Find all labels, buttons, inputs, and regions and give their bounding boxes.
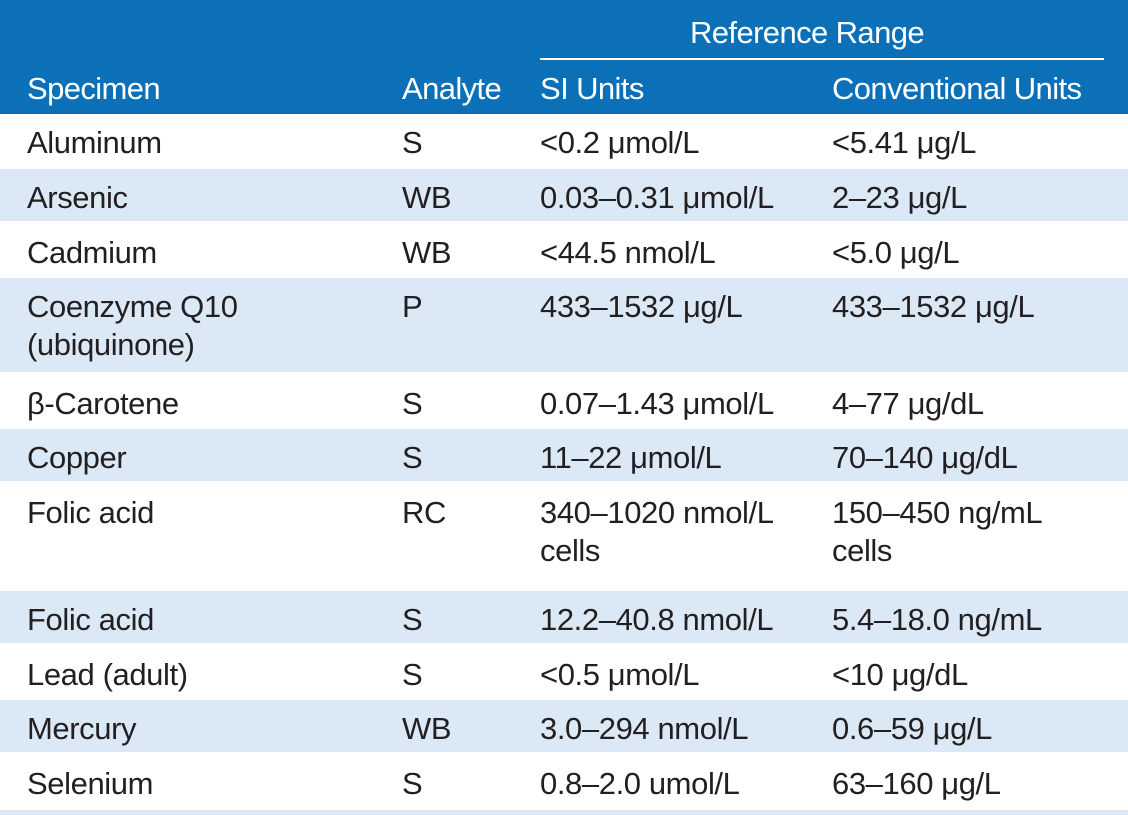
analyte-cell: S xyxy=(402,657,423,692)
analyte-cell: S xyxy=(402,766,423,801)
si-units-cell: 3.0–294 nmol/L xyxy=(540,711,749,746)
conventional-units-cell: 4–77 μg/dL xyxy=(832,386,984,421)
conventional-units-cell: 433–1532 μg/L xyxy=(832,289,1035,324)
table-row: Selenium S 0.8–2.0 umol/L 63–160 μg/L xyxy=(0,755,1128,810)
specimen-cell: β-Carotene xyxy=(27,386,179,421)
table-header: Reference Range Specimen Analyte SI Unit… xyxy=(0,0,1128,114)
specimen-cell: Folic acid xyxy=(27,495,154,530)
si-units-cell: <44.5 nmol/L xyxy=(540,235,716,270)
specimen-cell: Selenium xyxy=(27,766,154,801)
specimen-line2: (ubiquinone) xyxy=(27,327,195,362)
conventional-units-line1: 150–450 ng/mL xyxy=(832,495,1043,530)
specimen-cell: Cadmium xyxy=(27,235,157,270)
specimen-cell: Aluminum xyxy=(27,125,162,160)
analyte-cell: S xyxy=(402,386,423,421)
table-bottom-band xyxy=(0,810,1128,815)
si-units-cell: <0.5 μmol/L xyxy=(540,657,700,692)
conventional-units-cell: 63–160 μg/L xyxy=(832,766,1001,801)
conventional-units-cell: <10 μg/dL xyxy=(832,657,968,692)
specimen-cell: Coenzyme Q10 (ubiquinone) xyxy=(27,288,238,364)
analyte-cell: P xyxy=(402,289,423,324)
column-header-si-units: SI Units xyxy=(540,71,644,106)
specimen-cell: Mercury xyxy=(27,711,137,746)
table-row: Lead (adult) S <0.5 μmol/L <10 μg/dL xyxy=(0,646,1128,700)
table-row: Cadmium WB <44.5 nmol/L <5.0 μg/L xyxy=(0,224,1128,278)
si-units-cell: <0.2 μmol/L xyxy=(540,125,700,160)
specimen-cell: Folic acid xyxy=(27,602,154,637)
si-units-cell: 0.03–0.31 μmol/L xyxy=(540,180,774,215)
conventional-units-cell: 150–450 ng/mL cells xyxy=(832,494,1043,570)
table-row: Arsenic WB 0.03–0.31 μmol/L 2–23 μg/L xyxy=(0,169,1128,224)
header-divider xyxy=(540,58,1104,60)
table-row: Aluminum S <0.2 μmol/L <5.41 μg/L xyxy=(0,114,1128,169)
reference-range-heading: Reference Range xyxy=(690,15,925,50)
conventional-units-cell: <5.41 μg/L xyxy=(832,125,977,160)
conventional-units-cell: 0.6–59 μg/L xyxy=(832,711,992,746)
column-header-analyte: Analyte xyxy=(402,71,502,106)
si-units-cell: 0.8–2.0 umol/L xyxy=(540,766,740,801)
si-units-cell: 340–1020 nmol/L cells xyxy=(540,494,774,570)
conventional-units-line2: cells xyxy=(832,533,893,568)
column-header-specimen: Specimen xyxy=(27,71,161,106)
specimen-cell: Arsenic xyxy=(27,180,128,215)
analyte-cell: WB xyxy=(402,235,452,270)
analyte-cell: S xyxy=(402,125,423,160)
table-row: Copper S 11–22 μmol/L 70–140 μg/dL xyxy=(0,429,1128,484)
si-units-cell: 433–1532 μg/L xyxy=(540,289,743,324)
si-units-line2: cells xyxy=(540,533,601,568)
conventional-units-cell: 70–140 μg/dL xyxy=(832,440,1018,475)
analyte-cell: WB xyxy=(402,180,452,215)
si-units-cell: 12.2–40.8 nmol/L xyxy=(540,602,774,637)
si-units-line1: 340–1020 nmol/L xyxy=(540,495,774,530)
specimen-line1: Coenzyme Q10 xyxy=(27,289,238,324)
specimen-cell: Lead (adult) xyxy=(27,657,188,692)
table-row: Mercury WB 3.0–294 nmol/L 0.6–59 μg/L xyxy=(0,700,1128,755)
table-row: β-Carotene S 0.07–1.43 μmol/L 4–77 μg/dL xyxy=(0,375,1128,429)
conventional-units-cell: 2–23 μg/L xyxy=(832,180,967,215)
specimen-cell: Copper xyxy=(27,440,127,475)
si-units-cell: 11–22 μmol/L xyxy=(540,440,722,475)
table-row: Folic acid S 12.2–40.8 nmol/L 5.4–18.0 n… xyxy=(0,591,1128,646)
analyte-cell: WB xyxy=(402,711,452,746)
analyte-cell: RC xyxy=(402,495,446,530)
table-row: Folic acid RC 340–1020 nmol/L cells 150–… xyxy=(0,484,1128,591)
analyte-cell: S xyxy=(402,440,423,475)
table-row: Coenzyme Q10 (ubiquinone) P 433–1532 μg/… xyxy=(0,278,1128,375)
conventional-units-cell: 5.4–18.0 ng/mL xyxy=(832,602,1042,637)
si-units-cell: 0.07–1.43 μmol/L xyxy=(540,386,774,421)
conventional-units-cell: <5.0 μg/L xyxy=(832,235,960,270)
column-header-conventional-units: Conventional Units xyxy=(832,71,1082,106)
analyte-cell: S xyxy=(402,602,423,637)
